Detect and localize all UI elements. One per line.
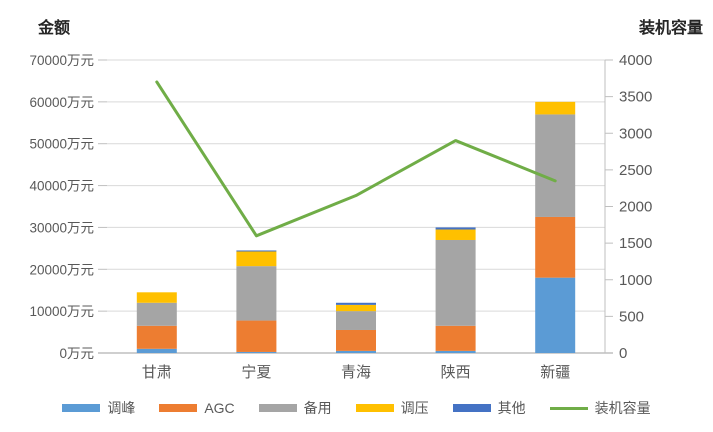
bar-segment-其他 [236,250,277,252]
left-axis-tick-label: 50000万元 [29,137,94,152]
legend-label: 备用 [303,400,332,416]
bar-segment-调压 [236,251,277,267]
legend-label: AGC [204,400,235,416]
bar-segment-调峰 [435,350,476,353]
right-axis-tick-label: 4000 [619,52,652,69]
bar-segment-AGC [435,325,476,351]
legend-color-swatch [62,404,101,412]
legend-line-swatch [549,406,588,410]
legend-color-swatch [159,404,198,412]
left-axis-title: 金额 [38,20,71,37]
legend-color-swatch [355,404,394,412]
legend-label: 调峰 [107,400,136,416]
category-label: 甘肃 [142,364,172,381]
left-axis-tick-label: 30000万元 [29,220,94,235]
left-axis-tick-label: 40000万元 [29,179,94,194]
right-axis-tick-label: 0 [619,345,627,362]
right-axis-tick-label: 2500 [619,162,652,179]
legend-item-备用: 备用 [258,398,332,418]
left-axis-tick-label: 0万元 [59,346,94,361]
legend-item-调压: 调压 [355,398,429,418]
bar-segment-备用 [336,311,376,330]
legend-item-AGC: AGC [159,400,235,416]
bar-segment-备用 [535,114,576,217]
bar-segment-备用 [435,239,476,326]
legend-label: 装机容量 [594,400,651,416]
left-axis-tick-label: 70000万元 [29,53,94,68]
bar-segment-调压 [435,229,476,240]
bar-segment-调峰 [236,351,277,353]
bar-segment-备用 [236,266,277,321]
legend-item-其他: 其他 [452,398,526,418]
category-label: 新疆 [540,364,570,381]
bar-segment-调压 [535,101,576,115]
right-axis-tick-label: 3500 [619,89,652,106]
left-axis-tick-label: 20000万元 [29,262,94,277]
bar-segment-调峰 [535,277,576,353]
line-series-装机容量 [155,80,557,238]
legend-item-装机容量: 装机容量 [549,398,651,418]
legend-color-swatch [258,404,297,412]
chart-legend: 调峰 AGC 备用 调压 其他 装机容量 [0,398,713,418]
bar-segment-AGC [336,329,376,351]
bar-segment-AGC [136,325,177,349]
bar-segment-AGC [236,320,277,352]
bar-segment-调峰 [336,350,376,353]
right-axis-tick-label: 3000 [619,125,652,142]
category-label: 青海 [341,364,371,381]
bar-segment-调压 [136,292,177,303]
bar-segment-其他 [435,227,476,230]
legend-item-调峰: 调峰 [62,398,135,418]
right-axis-tick-label: 1000 [619,272,652,289]
bar-segment-AGC [535,216,576,278]
legend-label: 其他 [497,400,526,416]
legend-color-swatch [452,404,491,412]
bar-segment-其他 [336,302,376,305]
right-axis-title: 装机容量 [638,20,703,37]
bar-segment-调峰 [136,348,177,353]
left-axis-tick-label: 10000万元 [29,304,94,319]
category-label: 宁夏 [241,364,271,381]
bar-segment-备用 [136,302,177,326]
legend-label: 调压 [400,400,429,416]
bar-segment-调压 [336,304,376,312]
right-axis-tick-label: 2000 [619,199,652,216]
right-axis-tick-label: 1500 [619,235,652,252]
left-axis-tick-label: 60000万元 [29,95,94,110]
category-label: 陕西 [441,364,471,381]
right-axis-tick-label: 500 [619,308,644,325]
